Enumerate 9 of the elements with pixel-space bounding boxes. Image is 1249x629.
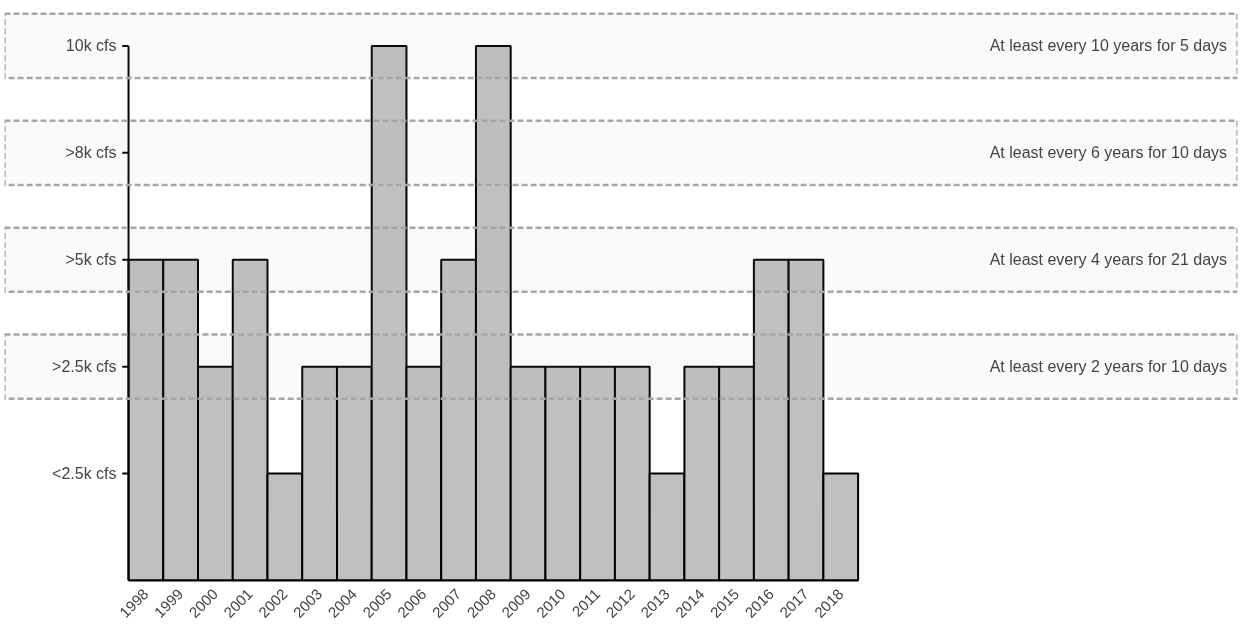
band-label: At least every 6 years for 10 days [989, 144, 1228, 162]
text: >8k cfs [65, 144, 117, 162]
band-label: At least every 2 years for 10 days [989, 358, 1228, 376]
text: >5k cfs [65, 251, 117, 269]
band-label: At least every 4 years for 21 days [989, 251, 1228, 269]
text: <2.5k cfs [52, 465, 117, 483]
band-label: At least every 10 years for 5 days [989, 37, 1228, 55]
text: 10k cfs [65, 37, 117, 55]
text: >2.5k cfs [52, 358, 117, 376]
